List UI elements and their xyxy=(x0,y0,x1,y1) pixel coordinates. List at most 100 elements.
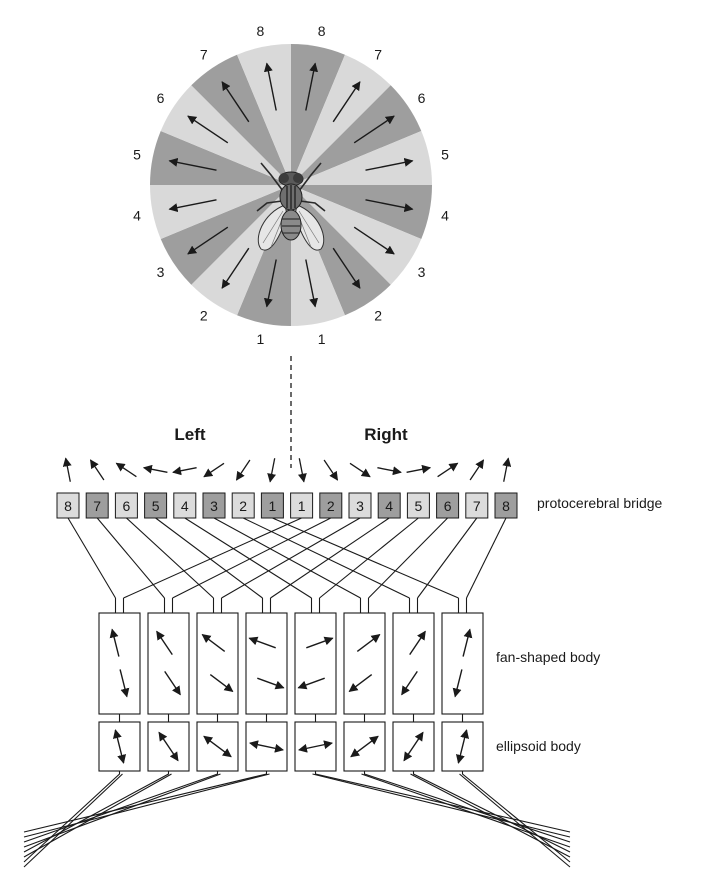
column-connections xyxy=(67,517,507,613)
bridge-cell-label: 4 xyxy=(181,498,189,514)
wheel-label-left: 6 xyxy=(157,90,165,106)
fan-shaped-body-column xyxy=(392,612,435,715)
eb-arrow xyxy=(298,740,333,753)
output-line xyxy=(461,771,571,863)
bridge-cell-left-1 xyxy=(260,492,284,519)
wheel-label-left: 4 xyxy=(133,208,141,224)
wheel-arrow-right-5 xyxy=(365,157,414,171)
fb-arrow xyxy=(452,669,463,698)
wheel-labels: 8 7 6 5 4 3 2 1 8 7 6 5 4 3 2 1 xyxy=(133,23,449,347)
bridge-cell-label: 6 xyxy=(444,498,452,514)
bridge-heading-arrow-right-2 xyxy=(323,459,339,481)
bridge-fb-fibre xyxy=(319,517,419,599)
wheel-arrow-right-7 xyxy=(332,81,361,123)
fb-arrow xyxy=(109,628,120,657)
bridge-cell-right-1 xyxy=(290,492,314,519)
fb-arrow xyxy=(462,628,473,657)
output-line xyxy=(410,773,571,858)
wheel-arrow-right-4 xyxy=(365,199,414,213)
fan-shaped-body-column xyxy=(294,612,337,715)
wheel-arrow-right-8 xyxy=(305,62,319,111)
bridge-heading-arrow-left-2 xyxy=(235,459,251,481)
bridge-cell-label: 7 xyxy=(473,498,481,514)
bridge-fb-fibre xyxy=(123,517,302,599)
bridge-heading-arrow-right-7 xyxy=(469,459,485,481)
fb-arrow xyxy=(201,634,226,652)
output-line xyxy=(412,771,571,853)
bridge-heading-arrow-right-1 xyxy=(297,458,307,483)
bridge-heading-arrow-left-1 xyxy=(267,458,277,483)
fan-shaped-body-column xyxy=(441,612,484,715)
wheel-sector xyxy=(291,54,391,186)
wheel-sector xyxy=(291,131,432,185)
right-heading: Right xyxy=(364,425,408,444)
bridge-cell-left-8 xyxy=(56,492,80,519)
output-line xyxy=(363,771,571,843)
fan-shaped-body-column xyxy=(147,612,190,715)
bridge-fb-fibre xyxy=(417,517,478,599)
fan-shaped-body xyxy=(98,612,484,722)
fly-icon xyxy=(256,162,326,251)
bridge-heading-arrow-right-5 xyxy=(406,464,432,474)
bridge-cell-label: 5 xyxy=(415,498,423,514)
ellipsoid-body-column xyxy=(392,721,435,772)
bridge-fb-fibre xyxy=(155,517,263,599)
bridge-cell-label: 5 xyxy=(152,498,160,514)
wheel-arrow-left-5 xyxy=(168,157,217,171)
wheel-arrow-left-1 xyxy=(263,259,277,308)
fan-shaped-body-label: fan-shaped body xyxy=(496,649,600,665)
fb-arrow xyxy=(409,630,426,655)
heading-wheel: 8 7 6 5 4 3 2 1 8 7 6 5 4 3 2 1 xyxy=(133,23,449,347)
eb-arrow xyxy=(249,740,284,753)
eb-arrow xyxy=(203,735,232,758)
wheel-label-left: 5 xyxy=(133,146,141,162)
wheel-arrow-left-8 xyxy=(263,62,277,111)
bridge-fb-fibre xyxy=(67,517,116,599)
bridge-cell-right-3 xyxy=(348,492,372,519)
bridge-cell-label: 2 xyxy=(327,498,335,514)
bridge-fb-fibre xyxy=(272,517,459,599)
output-line xyxy=(23,771,268,833)
eb-arrow xyxy=(455,729,470,764)
wheel-sector xyxy=(291,44,345,185)
bridge-cell-label: 7 xyxy=(93,498,101,514)
wheel-sector xyxy=(291,185,391,316)
wheel-sectors xyxy=(150,44,432,326)
output-line xyxy=(314,771,571,833)
wheel-sector xyxy=(150,131,291,185)
bridge-cell-right-2 xyxy=(319,492,343,519)
eb-arrow xyxy=(350,735,379,758)
wheel-arrow-left-3 xyxy=(187,226,229,255)
bridge-fb-fibre xyxy=(96,517,165,599)
bridge-heading-arrow-left-6 xyxy=(115,462,137,478)
fan-shaped-body-column xyxy=(343,612,386,715)
wheel-sector xyxy=(150,185,291,239)
bridge-cell-right-7 xyxy=(465,492,489,519)
wheel-arrow-left-6 xyxy=(187,115,229,144)
wheel-label-right: 4 xyxy=(441,208,449,224)
bridge-cell-left-4 xyxy=(173,492,197,519)
wheel-arrow-left-7 xyxy=(221,81,250,123)
eb-arrow xyxy=(112,729,127,764)
eb-arrow xyxy=(403,731,424,762)
bridge-heading-arrow-right-3 xyxy=(349,462,371,478)
wheel-arrows xyxy=(168,62,414,308)
bridge-cell-label: 3 xyxy=(210,498,218,514)
fb-arrow xyxy=(297,677,325,690)
bridge-heading-arrow-right-6 xyxy=(437,462,459,478)
output-line xyxy=(23,771,219,843)
fb-arrow xyxy=(164,671,181,696)
wheel-arrow-right-1 xyxy=(305,259,319,308)
fb-arrow xyxy=(209,674,234,692)
bridge-cell-right-6 xyxy=(436,492,460,519)
wheel-sector xyxy=(291,85,422,185)
wheel-arrow-right-3 xyxy=(353,226,395,255)
output-line xyxy=(23,773,270,838)
wheel-sector xyxy=(191,54,291,186)
wheel-label-left: 8 xyxy=(257,23,265,39)
bridge-cell-right-4 xyxy=(377,492,401,519)
output-line xyxy=(459,773,571,868)
bridge-heading-arrow-right-8 xyxy=(502,457,512,482)
bridge-fb-fibre xyxy=(368,517,448,599)
